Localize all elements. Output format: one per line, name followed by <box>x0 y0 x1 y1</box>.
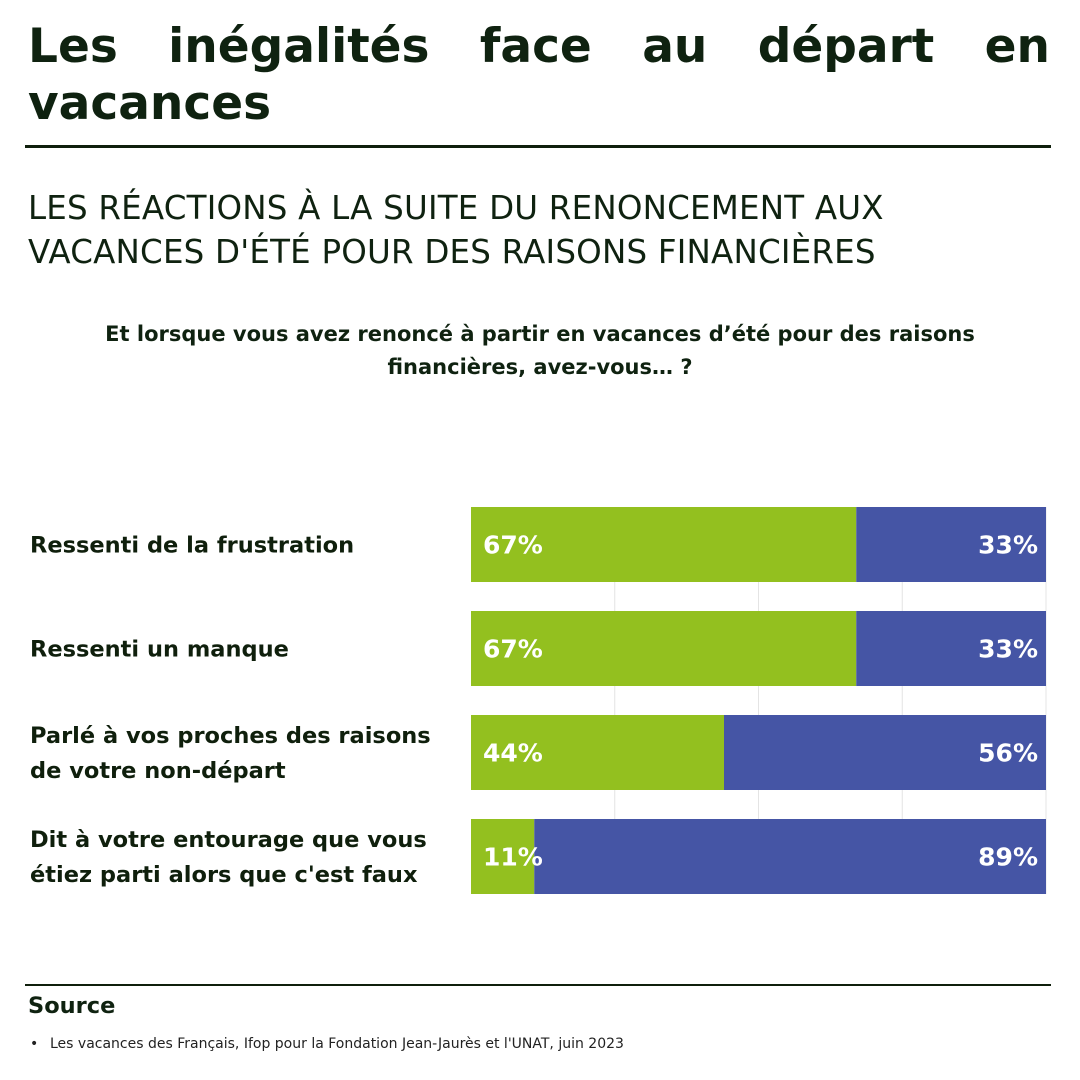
chart-subtitle-line-2: VACANCES D'ÉTÉ POUR DES RAISONS FINANCIÈ… <box>28 233 876 271</box>
bar-segment-yes <box>471 611 857 686</box>
category-label: Dit à votre entourage que vous <box>30 827 427 853</box>
category-label: de votre non-départ <box>30 758 286 784</box>
data-label-yes: 67% <box>483 531 543 560</box>
data-label-yes: 44% <box>483 739 543 768</box>
data-label-no: 33% <box>978 635 1038 664</box>
survey-question: Et lorsque vous avez renoncé à partir en… <box>40 318 1040 384</box>
bar-end-cap <box>1038 819 1046 894</box>
chart-subtitle-line-1: LES RÉACTIONS À LA SUITE DU RENONCEMENT … <box>28 189 884 227</box>
bar-segment-yes <box>471 715 724 790</box>
category-label: Ressenti de la frustration <box>30 533 354 559</box>
category-label: étiez parti alors que c'est faux <box>30 862 418 888</box>
bar-segment-yes <box>471 507 857 582</box>
bar-end-cap <box>1038 611 1046 686</box>
survey-question-line-2: financières, avez-vous… ? <box>387 355 693 379</box>
bar-segment-no <box>856 611 1046 686</box>
data-label-no: 56% <box>978 739 1038 768</box>
page-title: Les inégalités face au départ en vacance… <box>28 19 1050 131</box>
chart-subtitle: LES RÉACTIONS À LA SUITE DU RENONCEMENT … <box>28 186 1028 274</box>
data-label-no: 33% <box>978 531 1038 560</box>
source-text: Les vacances des Français, Ifop pour la … <box>50 1036 624 1052</box>
bullet-icon: • <box>30 1036 39 1052</box>
category-label: Ressenti un manque <box>30 637 289 663</box>
bar-segment-yes <box>471 819 535 894</box>
source-heading: Source <box>28 993 116 1019</box>
data-label-yes: 11% <box>483 843 543 872</box>
source-list-item: • Les vacances des Français, Ifop pour la… <box>30 1036 624 1052</box>
bar-end-cap <box>1038 507 1046 582</box>
survey-question-line-1: Et lorsque vous avez renoncé à partir en… <box>105 322 975 346</box>
bar-segment-no <box>724 715 1046 790</box>
title-divider <box>25 145 1051 148</box>
data-label-no: 89% <box>978 843 1038 872</box>
category-label: Parlé à vos proches des raisons <box>30 723 431 749</box>
source-divider <box>25 984 1051 986</box>
bar-segment-no <box>856 507 1046 582</box>
bar-segment-no <box>534 819 1046 894</box>
bar-end-cap <box>1038 715 1046 790</box>
data-label-yes: 67% <box>483 635 543 664</box>
